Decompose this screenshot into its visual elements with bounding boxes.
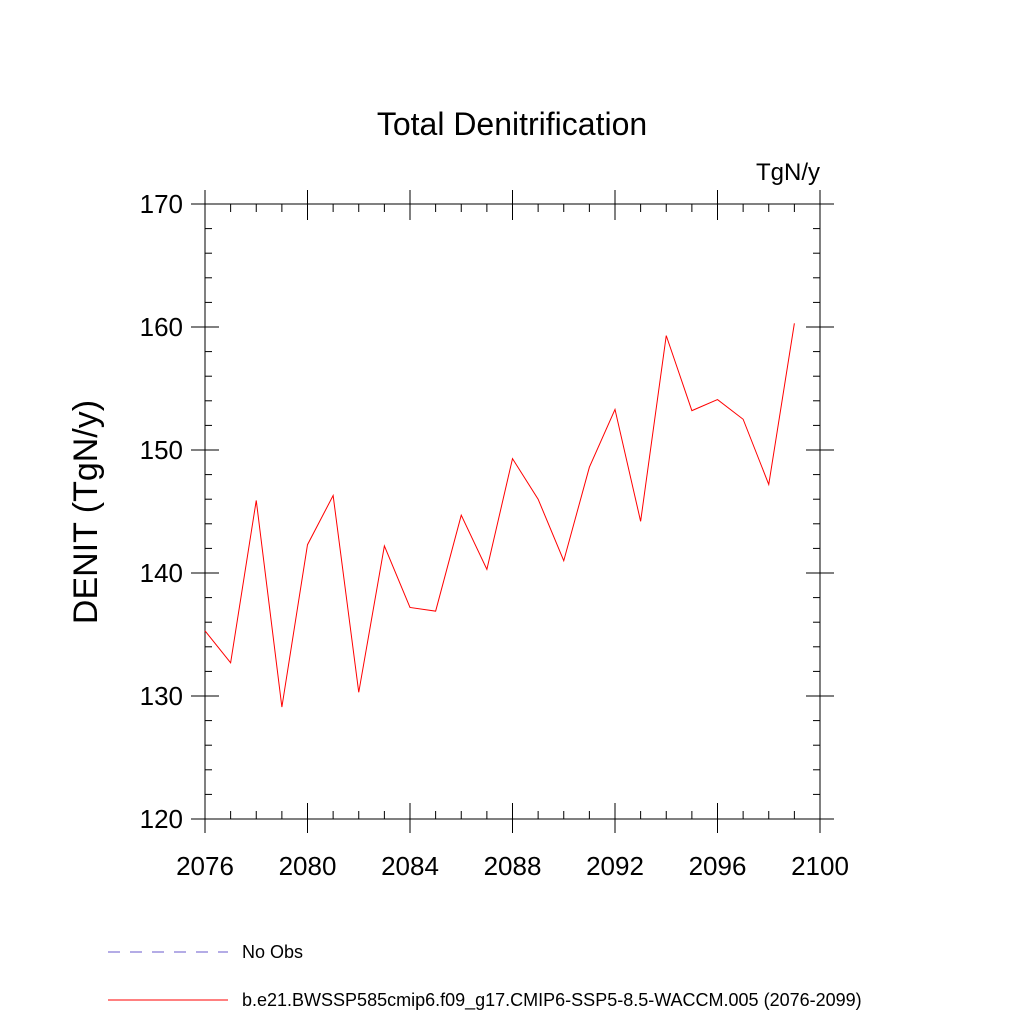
y-tick-label: 130 [140,681,183,711]
legend-label-no-obs: No Obs [242,942,303,962]
y-axis-label: DENIT (TgN/y) [67,400,105,624]
y-tick-label: 160 [140,312,183,342]
x-tick-label: 2084 [381,851,439,881]
legend-label-model: b.e21.BWSSP585cmip6.f09_g17.CMIP6-SSP5-8… [242,990,862,1011]
x-axis: 2076 2080 2084 2088 2092 2096 2100 [176,190,849,881]
y-tick-label: 170 [140,189,183,219]
chart-title: Total Denitrification [377,106,647,142]
y-axis: 120 130 140 150 160 170 [140,189,834,834]
x-tick-label: 2100 [791,851,849,881]
x-tick-label: 2080 [279,851,337,881]
plot-frame [204,203,821,820]
x-tick-label: 2092 [586,851,644,881]
legend: No Obs b.e21.BWSSP585cmip6.f09_g17.CMIP6… [108,942,862,1011]
y-tick-label: 140 [140,558,183,588]
unit-label: TgN/y [756,159,820,186]
y-tick-label: 120 [140,804,183,834]
x-tick-label: 2096 [689,851,747,881]
x-tick-label: 2076 [176,851,234,881]
x-tick-label: 2088 [484,851,542,881]
series-line-0 [204,323,795,708]
y-tick-label: 150 [140,435,183,465]
series-layer [204,323,795,708]
